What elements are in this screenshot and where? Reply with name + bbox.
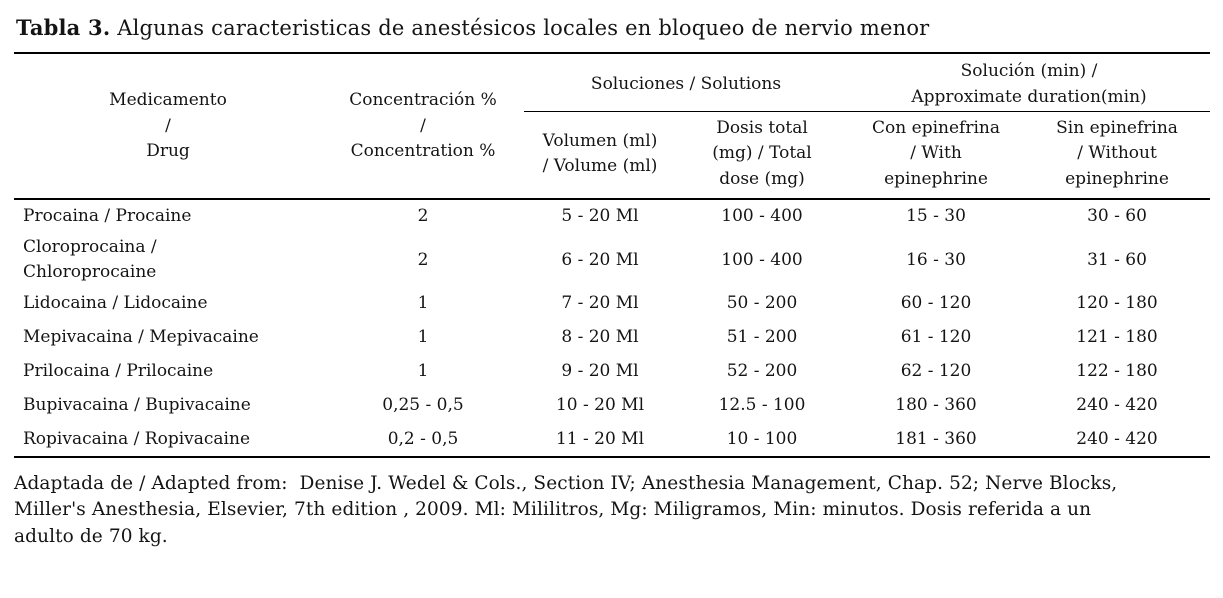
cell-concentration: 1 <box>417 327 429 348</box>
table-body: Procaina / Procaine 2 5 - 20 Ml 100 - 40… <box>14 199 1210 456</box>
table-row: Mepivacaina / Mepivacaine 1 8 - 20 Ml 51… <box>14 321 1210 355</box>
cell-dose: 50 - 200 <box>726 293 798 314</box>
table-row: Prilocaina / Prilocaine 1 9 - 20 Ml 52 -… <box>14 355 1210 389</box>
cell-dose: 100 - 400 <box>721 206 803 227</box>
column-header-dose: Dosis total (mg) / Total dose (mg) <box>676 111 849 201</box>
cell-drug: Procaina / Procaine <box>23 206 192 227</box>
column-header-with-epinephrine: Con epinefrina / With epinephrine <box>848 111 1025 201</box>
cell-with-epinephrine: 16 - 30 <box>906 249 966 270</box>
cell-drug: Prilocaina / Prilocaine <box>23 361 214 382</box>
cell-dose: 52 - 200 <box>726 361 798 382</box>
column-header-concentration: Concentración % / Concentration % <box>322 53 524 201</box>
table-row: Lidocaina / Lidocaine 1 7 - 20 Ml 50 - 2… <box>14 287 1210 321</box>
cell-with-epinephrine: 15 - 30 <box>906 206 966 227</box>
group-header-duration: Solución (min) / Approximate duration(mi… <box>848 53 1211 112</box>
table-footnote: Adaptada de / Adapted from: Denise J. We… <box>14 472 1118 548</box>
column-header-without-epinephrine: Sin epinefrina / Without epinephrine <box>1024 111 1211 201</box>
cell-concentration: 2 <box>417 249 429 270</box>
page-title: Tabla 3. Algunas caracteristicas de anes… <box>16 14 1209 42</box>
cell-volume: 10 - 20 Ml <box>555 395 645 416</box>
cell-without-epinephrine: 240 - 420 <box>1076 395 1158 416</box>
cell-concentration: 1 <box>417 293 429 314</box>
cell-volume: 7 - 20 Ml <box>561 293 639 314</box>
cell-with-epinephrine: 60 - 120 <box>900 293 972 314</box>
cell-with-epinephrine: 62 - 120 <box>900 361 972 382</box>
cell-with-epinephrine: 181 - 360 <box>895 428 977 449</box>
table-row: Procaina / Procaine 2 5 - 20 Ml 100 - 40… <box>14 199 1210 233</box>
cell-volume: 6 - 20 Ml <box>561 249 639 270</box>
column-header-volume: Volumen (ml) / Volume (ml) <box>524 111 676 201</box>
cell-concentration: 0,25 - 0,5 <box>382 395 464 416</box>
column-header-drug: Medicamento / Drug <box>14 53 322 201</box>
table-row: Cloroprocaina / Chloroprocaine 2 6 - 20 … <box>14 233 1210 286</box>
cell-dose: 10 - 100 <box>726 428 798 449</box>
table-row: Bupivacaina / Bupivacaine 0,25 - 0,5 10 … <box>14 389 1210 423</box>
cell-volume: 11 - 20 Ml <box>555 428 645 449</box>
header-group-row: Medicamento / Drug Concentración % / Con… <box>14 53 1211 201</box>
cell-drug: Bupivacaina / Bupivacaine <box>23 395 251 416</box>
cell-drug: Ropivacaina / Ropivacaine <box>23 428 251 449</box>
cell-without-epinephrine: 121 - 180 <box>1076 327 1158 348</box>
anesthetics-table: Medicamento / Drug Concentración % / Con… <box>14 52 1211 458</box>
cell-without-epinephrine: 240 - 420 <box>1076 428 1158 449</box>
cell-without-epinephrine: 122 - 180 <box>1076 361 1158 382</box>
cell-drug: Cloroprocaina / Chloroprocaine <box>23 237 157 282</box>
table-header: Medicamento / Drug Concentración % / Con… <box>14 53 1211 201</box>
cell-volume: 8 - 20 Ml <box>561 327 639 348</box>
table-title-text: Algunas caracteristicas de anestésicos l… <box>110 16 930 40</box>
group-header-solutions: Soluciones / Solutions <box>524 53 849 112</box>
table-number-label: Tabla 3. <box>16 15 111 40</box>
cell-volume: 9 - 20 Ml <box>561 361 639 382</box>
cell-drug: Mepivacaina / Mepivacaine <box>23 327 259 348</box>
cell-volume: 5 - 20 Ml <box>561 206 639 227</box>
cell-drug: Lidocaina / Lidocaine <box>23 293 208 314</box>
cell-concentration: 2 <box>417 206 429 227</box>
cell-with-epinephrine: 180 - 360 <box>895 395 977 416</box>
table-row: Ropivacaina / Ropivacaine 0,2 - 0,5 11 -… <box>14 423 1210 457</box>
cell-dose: 51 - 200 <box>726 327 798 348</box>
cell-with-epinephrine: 61 - 120 <box>900 327 972 348</box>
cell-dose: 100 - 400 <box>721 249 803 270</box>
cell-without-epinephrine: 120 - 180 <box>1076 293 1158 314</box>
header-sub-row: Volumen (ml) / Volume (ml) Dosis total (… <box>14 111 1211 201</box>
cell-concentration: 1 <box>417 361 429 382</box>
cell-concentration: 0,2 - 0,5 <box>387 428 459 449</box>
cell-without-epinephrine: 31 - 60 <box>1087 249 1147 270</box>
cell-dose: 12.5 - 100 <box>718 395 806 416</box>
cell-without-epinephrine: 30 - 60 <box>1087 206 1147 227</box>
